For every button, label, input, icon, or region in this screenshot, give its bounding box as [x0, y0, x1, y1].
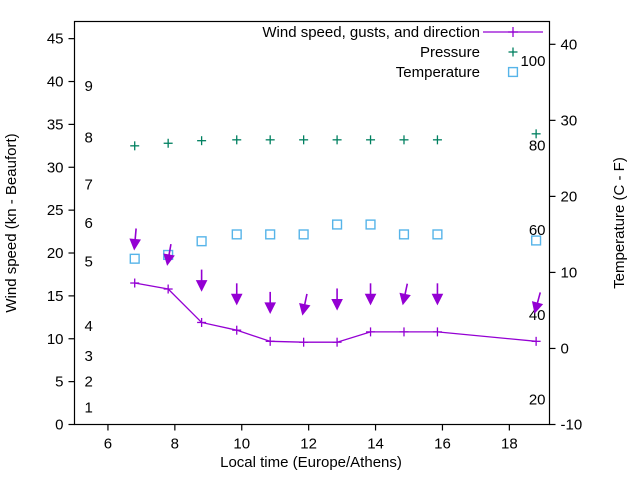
fahrenheit-label-40: 40 — [529, 307, 546, 324]
arrow-head — [531, 301, 544, 314]
fahrenheit-label-20: 20 — [529, 391, 546, 408]
x-tick-label-18: 18 — [501, 436, 518, 453]
wind-direction-arrow — [531, 292, 544, 314]
arrow-head — [195, 280, 208, 292]
wind-direction-arrow — [331, 288, 343, 311]
y-tick-label-45: 45 — [47, 31, 64, 48]
temperature-point — [331, 219, 343, 230]
temperature-point — [196, 236, 207, 247]
temperature-point — [398, 229, 410, 240]
arrow-head — [399, 292, 411, 306]
y-tick-label-35: 35 — [47, 116, 64, 133]
legend-label-0: Wind speed, gusts, and direction — [262, 24, 480, 41]
y-tick-label-20: 20 — [47, 245, 64, 262]
y-axis-left-ticks: 0 5 10 15 20 25 30 35 40 45 — [47, 31, 75, 434]
temperature-point — [265, 229, 276, 240]
temperature-point — [129, 253, 140, 264]
x-tick-label-8: 8 — [171, 436, 179, 453]
y2-tick-label-20: 20 — [561, 188, 578, 205]
arrow-head — [331, 298, 343, 311]
beaufort-label-4: 4 — [85, 318, 93, 335]
y-tick-label-5: 5 — [55, 374, 63, 391]
wind-direction-arrow — [364, 283, 377, 306]
beaufort-label-3: 3 — [85, 348, 93, 365]
x-axis-ticks: 6 8 10 12 14 16 18 — [104, 424, 518, 453]
y2-tick-label-40: 40 — [561, 36, 578, 53]
fahrenheit-label-80: 80 — [529, 137, 546, 154]
chart-legend: Wind speed, gusts, and direction Pressure… — [262, 24, 543, 81]
wind-direction-arrows — [129, 228, 544, 316]
arrow-head — [431, 293, 444, 306]
y2-tick-label-30: 30 — [561, 112, 578, 129]
y-tick-label-30: 30 — [47, 159, 64, 176]
beaufort-label-8: 8 — [85, 129, 93, 146]
arrow-head — [299, 303, 311, 316]
plot-area-border — [73, 20, 551, 426]
y-axis-right-ticks: -10 0 10 20 30 40 — [549, 36, 583, 434]
y-axis-label: Wind speed (kn - Beaufort) — [3, 133, 20, 312]
wind-direction-arrow — [230, 283, 243, 306]
arrow-head — [163, 253, 175, 266]
series-temperature — [129, 219, 542, 264]
y-tick-label-25: 25 — [47, 202, 64, 219]
legend-label-1: Pressure — [420, 44, 480, 61]
beaufort-label-2: 2 — [85, 374, 93, 391]
beaufort-label-9: 9 — [85, 78, 93, 95]
y2-tick-label--10: -10 — [561, 417, 583, 434]
fahrenheit-scale-labels: 20 40 60 80 100 — [520, 53, 545, 408]
arrow-head — [129, 238, 141, 251]
x-tick-label-16: 16 — [434, 436, 451, 453]
temperature-point — [432, 229, 443, 240]
wind-direction-arrow — [431, 283, 444, 306]
arrow-head — [264, 302, 276, 315]
arrow-head — [364, 293, 377, 306]
series-wind-speed — [130, 278, 541, 347]
y-tick-label-0: 0 — [55, 417, 63, 434]
wind-direction-arrow — [129, 228, 141, 251]
x-axis-label: Local time (Europe/Athens) — [220, 454, 402, 471]
fahrenheit-label-60: 60 — [529, 222, 546, 239]
temperature-point — [531, 235, 542, 246]
wind-direction-arrow — [399, 283, 411, 306]
beaufort-scale-labels: 1 2 3 4 5 6 7 8 9 — [85, 78, 93, 417]
x-tick-label-14: 14 — [367, 436, 384, 453]
beaufort-label-1: 1 — [85, 399, 93, 416]
y-tick-label-40: 40 — [47, 74, 64, 91]
x-tick-label-12: 12 — [300, 436, 317, 453]
fahrenheit-label-100: 100 — [520, 53, 545, 70]
y-tick-label-15: 15 — [47, 288, 64, 305]
y-tick-label-10: 10 — [47, 331, 64, 348]
y2-tick-label-0: 0 — [561, 340, 569, 357]
legend-label-2: Temperature — [396, 64, 480, 81]
beaufort-label-5: 5 — [85, 254, 93, 271]
wind-direction-arrow — [264, 291, 276, 315]
series-pressure — [130, 129, 541, 151]
legend-marker-square — [507, 66, 519, 78]
x-tick-label-10: 10 — [233, 436, 250, 453]
arrow-head — [230, 293, 243, 306]
x-tick-label-6: 6 — [104, 436, 112, 453]
y2-tick-label-10: 10 — [561, 264, 578, 281]
temperature-point — [365, 219, 376, 230]
temperature-point — [298, 229, 309, 240]
y2-axis-label: Temperature (C - F) — [611, 157, 628, 289]
beaufort-label-7: 7 — [85, 176, 93, 193]
wind-direction-arrow — [163, 243, 175, 266]
beaufort-label-6: 6 — [85, 215, 93, 232]
wind-direction-arrow — [299, 293, 311, 316]
temperature-point — [231, 229, 242, 240]
wind-direction-arrow — [195, 269, 208, 292]
